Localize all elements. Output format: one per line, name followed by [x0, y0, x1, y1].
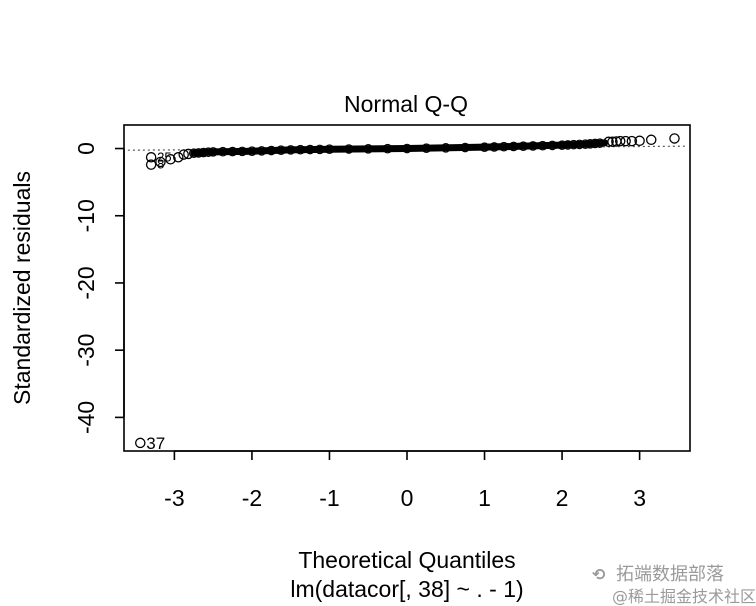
- band-point: [247, 146, 257, 157]
- band-point: [193, 148, 204, 158]
- data-point: [626, 135, 638, 147]
- data-point: [165, 154, 176, 165]
- band-point: [203, 147, 214, 158]
- band-point: [198, 147, 209, 158]
- band-point: [402, 143, 412, 154]
- data-point: [145, 152, 157, 163]
- data-point: [178, 149, 189, 160]
- data-point: [645, 134, 657, 146]
- watermark-line2: @稀土掘金技术社区: [612, 587, 756, 606]
- band-point: [324, 144, 335, 154]
- band-point: [508, 141, 519, 152]
- band-point: [580, 139, 591, 149]
- band-point: [547, 140, 558, 151]
- band-point: [557, 140, 567, 150]
- chart-subtitle: lm(datacor[, 38] ~ . - 1): [290, 576, 523, 602]
- band-point: [218, 146, 228, 157]
- data-point: [135, 437, 146, 449]
- band-point: [518, 141, 529, 151]
- band-point: [537, 140, 548, 151]
- x-tick-label: 0: [401, 485, 414, 511]
- data-point: [634, 135, 645, 147]
- y-tick-label: -10: [73, 199, 99, 232]
- chart-title: Normal Q-Q: [344, 91, 468, 117]
- band-point: [266, 145, 277, 156]
- x-axis-label: Theoretical Quantiles: [298, 547, 515, 573]
- band-point: [208, 147, 218, 157]
- x-tick-label: 2: [556, 485, 569, 511]
- band-point: [363, 144, 374, 154]
- data-point: [603, 136, 614, 148]
- band-point: [489, 142, 500, 152]
- x-axis: -3 -2 -1 0 1 2 3: [164, 450, 646, 511]
- point-labels-group: 37 258: [146, 149, 171, 453]
- y-tick-label: -40: [73, 401, 99, 434]
- band-point: [188, 148, 199, 159]
- band-point: [276, 145, 286, 156]
- y-tick-label: -30: [73, 334, 99, 367]
- data-point: [145, 159, 157, 170]
- data-point: [669, 133, 680, 144]
- data-point: [173, 152, 184, 163]
- x-tick-label: 3: [633, 485, 646, 511]
- point-label: 37: [146, 434, 165, 453]
- band-point: [440, 143, 451, 153]
- band-point: [421, 143, 432, 153]
- data-point: [183, 148, 194, 160]
- data-point: [607, 136, 618, 148]
- band-point: [344, 144, 354, 154]
- watermark-icon: ⟲: [592, 565, 606, 584]
- point-label: 8: [157, 157, 164, 172]
- x-tick-label: -3: [164, 485, 184, 511]
- band-point: [585, 139, 595, 149]
- band-point: [382, 143, 393, 154]
- y-tick-label: 0: [73, 142, 99, 155]
- point-label: 25: [157, 149, 171, 164]
- watermark: ⟲ 拓端数据部落 @稀土掘金技术社区: [592, 564, 756, 606]
- points-group: [135, 133, 680, 449]
- band-point: [590, 138, 600, 149]
- y-axis: 0 -10 -20 -30 -40: [73, 142, 125, 434]
- data-point: [155, 156, 166, 168]
- dense-points-group: [188, 138, 609, 159]
- band-point: [237, 146, 248, 157]
- band-point: [285, 145, 296, 155]
- band-point: [305, 144, 315, 155]
- band-point: [499, 141, 509, 152]
- plot-frame: [123, 124, 691, 452]
- y-axis-label: Standardized residuals: [9, 171, 35, 405]
- watermark-line1: 拓端数据部落: [616, 564, 724, 585]
- x-tick-label: 1: [478, 485, 491, 511]
- y-tick-label: -20: [73, 266, 99, 299]
- band-point: [568, 139, 579, 150]
- band-point: [256, 146, 267, 156]
- band-point: [574, 139, 585, 150]
- band-point: [563, 140, 573, 150]
- band-point: [314, 144, 325, 155]
- band-point: [460, 142, 470, 153]
- band-point: [479, 142, 490, 152]
- data-point: [614, 135, 626, 147]
- band-point: [227, 146, 238, 157]
- band-point: [528, 141, 538, 151]
- x-tick-label: -1: [319, 485, 339, 511]
- band-point: [295, 144, 306, 155]
- data-point: [620, 135, 631, 147]
- x-tick-label: -2: [242, 485, 262, 511]
